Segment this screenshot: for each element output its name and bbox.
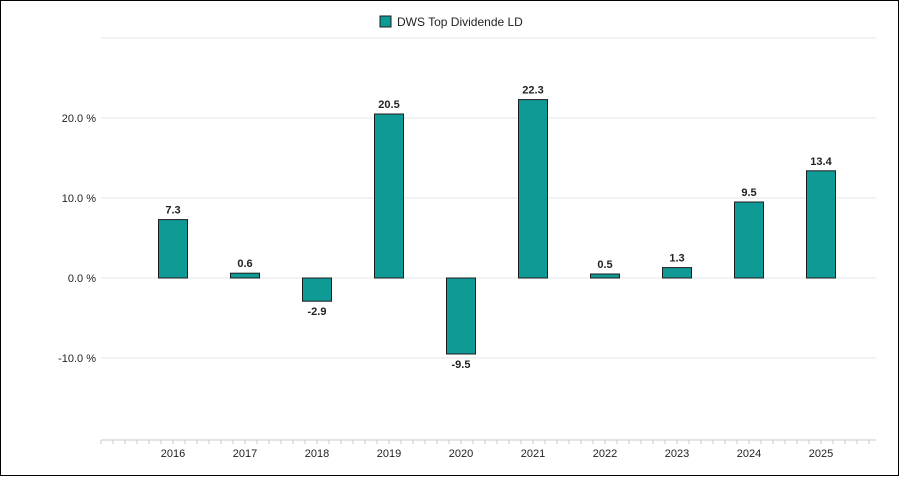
bar-series: [158, 99, 836, 355]
legend-swatch: [379, 15, 392, 28]
x-tick-label: 2019: [377, 448, 401, 460]
data-label: 9.5: [741, 187, 756, 199]
data-labels: 7.3 0.6 -2.9 20.5 -9.5 22.3 0.5 1.3 9.5 13.4: [165, 85, 832, 371]
bar: [662, 267, 692, 279]
x-tick-label: 2023: [665, 448, 689, 460]
x-tick-label: 2016: [161, 448, 185, 460]
y-tick-label: 0.0 %: [68, 273, 96, 285]
legend[interactable]: DWS Top Dividende LD: [379, 15, 523, 29]
data-label: 13.4: [810, 156, 832, 168]
y-axis-tick-labels: 20.0 % 10.0 % 0.0 % -10.0 %: [58, 113, 96, 365]
x-tick-label: 2020: [449, 448, 473, 460]
data-label: 7.3: [165, 205, 180, 217]
bar: [806, 170, 836, 279]
bar: [230, 272, 260, 279]
bar: [734, 201, 764, 279]
data-label: 1.3: [669, 253, 684, 265]
bar: [518, 99, 548, 279]
y-tick-label: -10.0 %: [58, 353, 96, 365]
x-axis-tick-labels: 2016 2017 2018 2019 2020 2021 2022 2023 2024 2025: [161, 448, 833, 460]
data-label: -2.9: [308, 306, 327, 318]
bar: [302, 277, 332, 302]
x-tick-label: 2018: [305, 448, 329, 460]
y-tick-label: 20.0 %: [62, 113, 96, 125]
data-label: 0.6: [237, 258, 252, 270]
bar: [590, 273, 620, 279]
bar: [374, 113, 404, 279]
x-tick-label: 2017: [233, 448, 257, 460]
data-label: 0.5: [597, 259, 612, 271]
bar: [158, 219, 188, 279]
legend-label: DWS Top Dividende LD: [397, 15, 523, 29]
x-tick-label: 2022: [593, 448, 617, 460]
gridlines: [101, 37, 876, 359]
data-label: 20.5: [378, 99, 399, 111]
data-label: 22.3: [522, 85, 543, 97]
x-axis: [100, 439, 876, 444]
x-tick-label: 2025: [809, 448, 833, 460]
data-label: -9.5: [452, 359, 471, 371]
y-tick-label: 10.0 %: [62, 193, 96, 205]
bar: [446, 277, 476, 355]
x-tick-label: 2024: [737, 448, 761, 460]
x-tick-label: 2021: [521, 448, 545, 460]
